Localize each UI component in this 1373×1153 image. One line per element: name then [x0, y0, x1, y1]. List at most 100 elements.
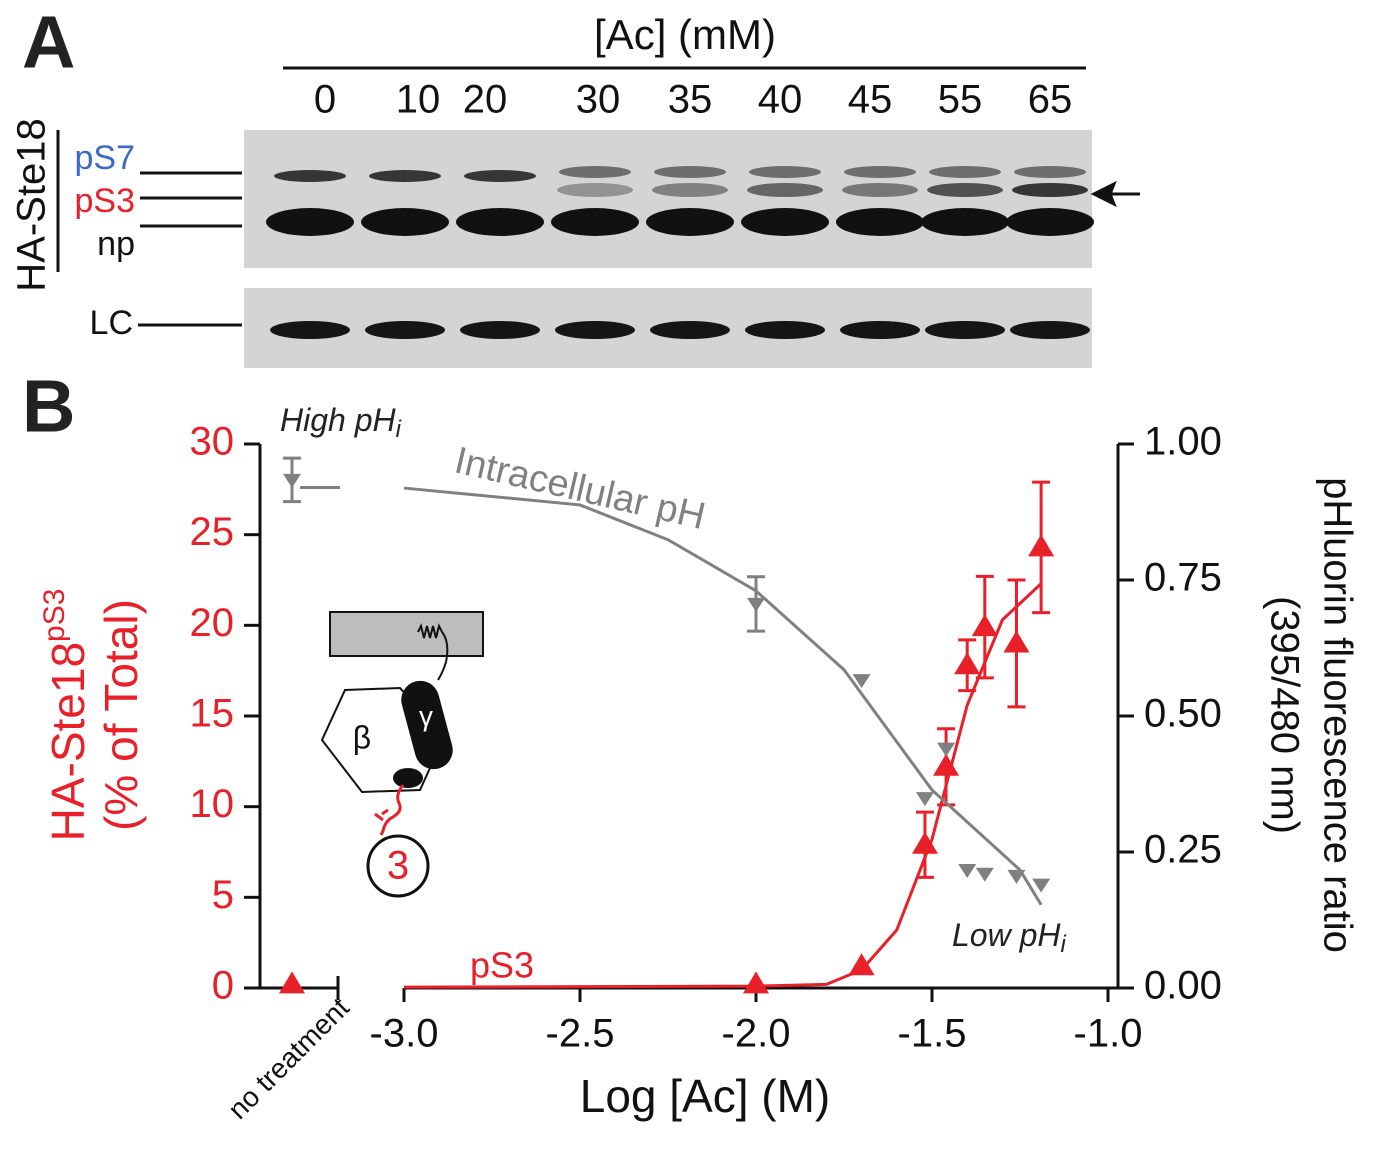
lane-label: 0	[314, 78, 336, 122]
band-lc	[925, 321, 1005, 339]
point	[937, 742, 956, 757]
annotation-text: Low pH	[952, 917, 1061, 953]
annotation: High pHi	[280, 402, 402, 443]
band-ps3	[652, 183, 728, 197]
y2-axis-title: (395/480 nm)	[1262, 596, 1306, 834]
gamma-subunit	[401, 680, 453, 770]
band-lc	[555, 321, 635, 339]
y-tick-label: 15	[190, 692, 235, 736]
phospho-tail	[374, 784, 405, 836]
band-np	[646, 208, 734, 236]
membrane	[329, 611, 484, 657]
y-axis-title: HA-Ste18pS3	[38, 589, 94, 842]
point	[747, 597, 765, 612]
band-lc	[840, 321, 920, 339]
band-ps3	[927, 183, 1003, 197]
band-np	[266, 208, 354, 236]
point	[958, 863, 977, 878]
lane-label: 10	[396, 78, 441, 122]
y-tick-label: 0	[212, 964, 234, 1008]
gamma-tail	[393, 768, 423, 788]
y2-tick-label: 0.75	[1144, 556, 1222, 600]
y-tick-label: 30	[190, 420, 235, 464]
x-tick-label: -1.0	[1074, 1012, 1143, 1056]
blot-membrane	[244, 130, 1092, 268]
band-ps7	[749, 166, 821, 178]
point	[971, 614, 998, 637]
point-untreated	[283, 473, 301, 488]
x-tick-label: -2.0	[722, 1012, 791, 1056]
annotation-sub: i	[396, 416, 402, 443]
x-tick-label: -2.5	[546, 1012, 615, 1056]
lane-label: 65	[1028, 78, 1073, 122]
band-label: pS3	[75, 182, 136, 220]
y2-tick-label: 0.25	[1144, 828, 1222, 872]
fit-line	[403, 486, 1043, 906]
y-tick-label: 10	[190, 782, 235, 826]
point	[954, 652, 981, 675]
band-np	[1006, 208, 1094, 236]
annotation-text: High pH	[280, 402, 397, 438]
x-axis-title: Log [Ac] (M)	[580, 1070, 831, 1122]
y-tick-label: 25	[190, 510, 235, 554]
blot-bands	[266, 166, 1094, 339]
band-np	[836, 208, 924, 236]
x-break-label: no treatment	[222, 992, 355, 1125]
inset-cartoon: β γ 3	[320, 611, 484, 898]
inset-label: 3	[387, 844, 409, 888]
site-circle	[366, 834, 430, 898]
band-ps3	[557, 183, 633, 197]
point	[743, 971, 769, 994]
point	[1003, 630, 1030, 653]
lane-label: 30	[576, 78, 621, 122]
y-tick-label: 20	[190, 601, 235, 645]
x-tick-label: -1.5	[898, 1012, 967, 1056]
lane-label: 40	[758, 78, 803, 122]
blot-title: [Ac] (mM)	[594, 11, 776, 58]
band-lc	[365, 321, 445, 339]
inset-label: γ	[419, 700, 433, 731]
band-np	[361, 208, 449, 236]
band-lc	[1010, 321, 1090, 339]
lane-label: 55	[938, 78, 983, 122]
band-ps7	[844, 166, 916, 178]
band-ps7	[464, 170, 536, 182]
lane-label: 20	[463, 78, 508, 122]
band-lc	[745, 321, 825, 339]
band-ps7	[1014, 166, 1086, 178]
band-lc	[650, 321, 730, 339]
x-tick-label: -3.0	[370, 1012, 439, 1056]
lipid-anchor	[417, 623, 449, 681]
band-label: np	[97, 225, 135, 263]
y2-tick-label: 1.00	[1144, 420, 1222, 464]
y-axis-title-sup: pS3	[38, 589, 71, 642]
band-label: LC	[90, 304, 133, 342]
fit-line	[403, 582, 1043, 989]
lane-labels: 0 10 20 30 35 40 45 55 65	[314, 78, 1072, 122]
band-np	[456, 208, 544, 236]
point	[933, 753, 960, 776]
band-lc	[460, 321, 540, 339]
y2-axis-title: pHluorin fluorescence ratio	[1315, 477, 1359, 953]
lane-label: 45	[848, 78, 893, 122]
band-ps7	[929, 166, 1001, 178]
band-ps7	[559, 166, 631, 178]
annotation: Low pHi	[952, 917, 1067, 958]
point-untreated	[279, 971, 305, 994]
lane-label: 35	[668, 78, 713, 122]
inset-label: β	[353, 719, 371, 755]
band-np	[741, 208, 829, 236]
y-axis-title-main: HA-Ste18	[42, 642, 94, 841]
panel-label: A	[22, 1, 75, 84]
band-ps7	[369, 170, 441, 182]
band-ps3	[747, 183, 823, 197]
group-label: HA-Ste18	[10, 118, 54, 291]
band-ps7	[654, 166, 726, 178]
panel-label: B	[22, 365, 75, 448]
point	[915, 792, 934, 807]
y2-tick-label: 0.50	[1144, 692, 1222, 736]
band-label: pS7	[75, 139, 136, 177]
band-np	[551, 208, 639, 236]
y-axis-title: (% of Total)	[95, 599, 147, 831]
